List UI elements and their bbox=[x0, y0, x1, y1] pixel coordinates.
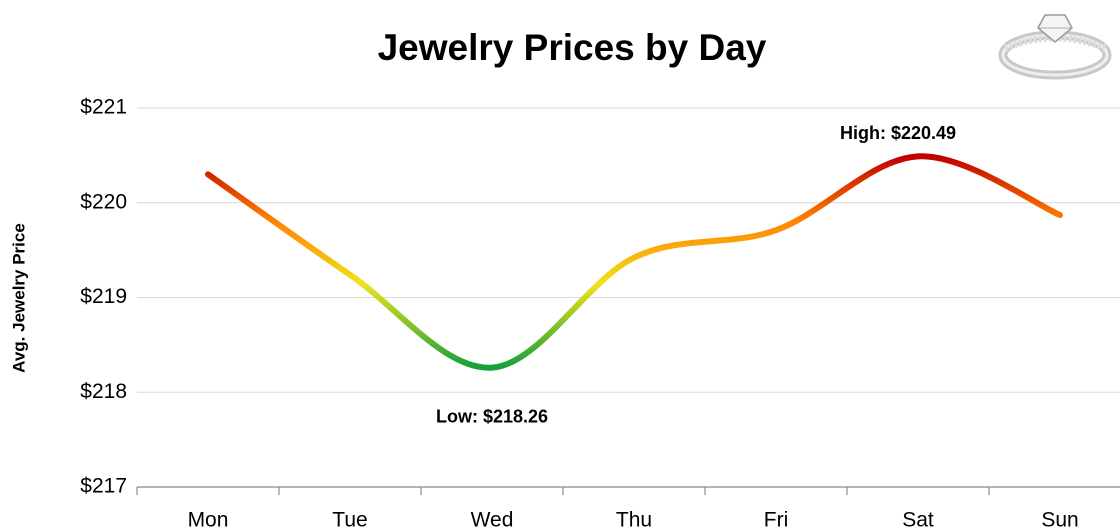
y-tick-label: $220 bbox=[80, 190, 127, 213]
chart-title: Jewelry Prices by Day bbox=[378, 27, 767, 68]
price-line bbox=[205, 153, 1063, 371]
y-tick-label: $217 bbox=[80, 475, 127, 498]
y-tick-label: $221 bbox=[80, 96, 127, 119]
x-tick-label: Mon bbox=[188, 509, 229, 531]
y-axis-title: Avg. Jewelry Price bbox=[9, 223, 28, 373]
data-label: High: $220.49 bbox=[840, 123, 956, 143]
ring-icon bbox=[998, 14, 1112, 80]
x-tick-label: Wed bbox=[471, 509, 514, 531]
x-tick-label: Thu bbox=[616, 509, 652, 531]
y-tick-label: $219 bbox=[80, 285, 127, 308]
y-tick-label: $218 bbox=[80, 380, 127, 403]
x-tick-label: Sat bbox=[902, 509, 934, 531]
data-label: Low: $218.26 bbox=[436, 406, 548, 426]
x-tick-label: Fri bbox=[764, 509, 789, 531]
x-tick-label: Sun bbox=[1041, 509, 1078, 531]
x-tick-label: Tue bbox=[332, 509, 367, 531]
